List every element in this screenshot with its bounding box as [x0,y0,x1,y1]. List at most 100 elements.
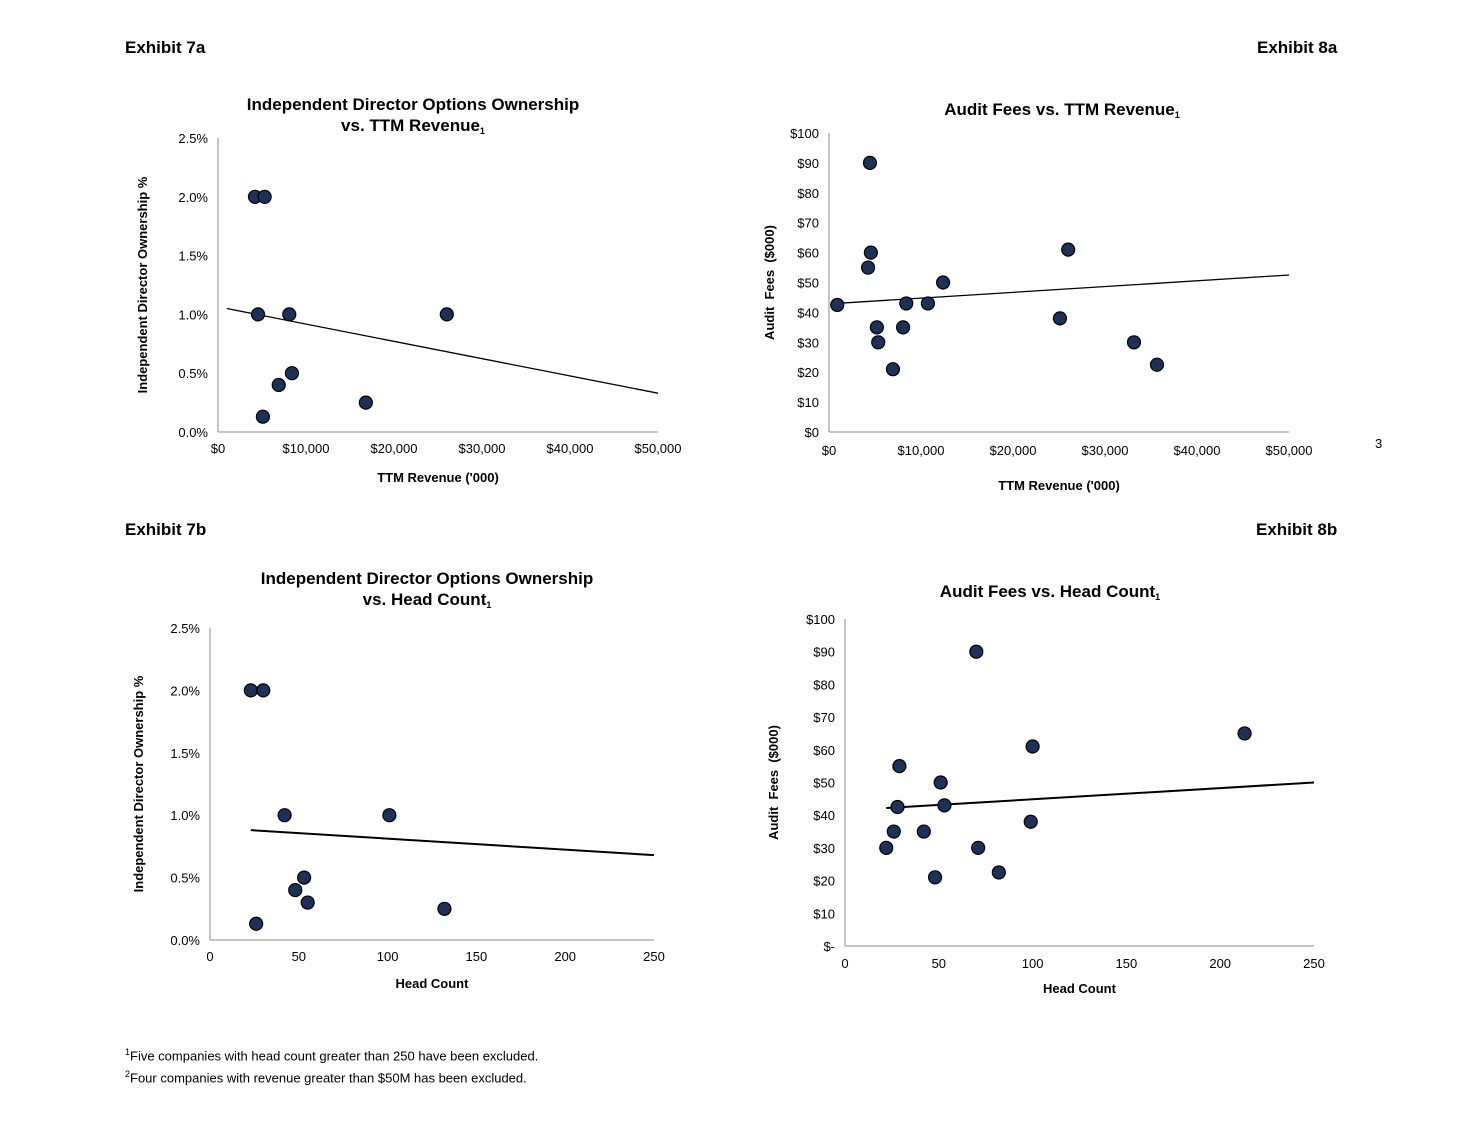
footnote-mark: 2 [125,1069,131,1079]
y-tick-label: $40 [813,808,835,823]
data-point [288,882,303,898]
y-tick-label: $- [823,939,835,954]
y-tick-label: $80 [797,186,819,201]
chart-title-line: vs. TTM Revenue [341,116,480,135]
data-point [937,798,952,813]
data-point [869,320,884,335]
y-tick-label: 1.0% [178,307,208,322]
x-tick-label: $50,000 [1266,443,1313,458]
data-point [250,307,266,322]
data-point [1052,311,1068,326]
x-tick-label: 50 [932,956,946,971]
x-tick-label: $10,000 [283,441,330,456]
x-tick-label: 100 [377,949,399,964]
y-tick-label: $40 [797,305,819,320]
chart-ownership-vs-revenue: Independent Director Options Ownership vs… [135,95,682,485]
data-point [284,366,300,381]
data-point [297,870,312,885]
data-point [282,307,297,322]
chart-title-line: Audit Fees vs. TTM Revenue [944,100,1175,119]
x-tick-label: 250 [643,949,665,964]
data-point [830,297,845,313]
chart-title-line: vs. Head Count [363,590,487,609]
exhibit-7b-label: Exhibit 7b [125,520,207,539]
x-axis-title: Head Count [1043,981,1117,996]
data-point [871,335,886,350]
data-point [885,362,901,377]
y-tick-label: 0.5% [170,871,200,886]
y-tick-label: 0.0% [178,425,208,440]
chart-title: Independent Director Options Ownership [261,569,593,588]
chart-title: vs. Head Count1 [363,590,492,610]
data-point [895,320,911,335]
y-tick-label: 2.0% [178,190,208,205]
y-tick-label: 0.5% [178,366,208,381]
x-tick-label: 100 [1022,956,1044,971]
data-point [437,901,452,916]
data-point [1023,814,1038,829]
y-tick-label: $70 [813,710,835,725]
exhibit-8b-label: Exhibit 8b [1256,520,1338,539]
x-tick-label: 150 [1116,956,1138,971]
data-point [256,683,271,698]
y-tick-label: 2.5% [170,621,200,636]
data-point [899,296,914,311]
title-footnote-mark: 1 [486,600,491,610]
data-point [886,824,901,839]
x-tick-label: $0 [211,441,225,456]
x-tick-label: $40,000 [547,441,594,456]
chart-title-line: Audit Fees vs. Head Count [940,582,1156,601]
chart-ownership-vs-headcount: Independent Director Options Ownership vs… [131,569,665,991]
page-number: 3 [1375,436,1383,451]
footnote-text: Five companies with head count greater t… [130,1048,539,1064]
y-tick-label: $100 [790,126,819,141]
y-tick-label: $10 [813,906,835,921]
data-point [890,799,905,815]
data-point [1061,242,1076,257]
data-point [1126,335,1142,350]
data-point [969,644,984,659]
trendline [226,307,659,394]
chart-title: Independent Director Options Ownership [247,95,579,114]
y-axis-title: Independent Director Ownership % [135,176,150,393]
x-tick-label: 200 [1209,956,1231,971]
trendline [250,829,655,857]
title-footnote-mark: 1 [1175,110,1180,120]
y-tick-label: $50 [797,276,819,291]
y-tick-label: $0 [805,425,819,440]
footnote-text: Four companies with revenue greater than… [130,1070,527,1086]
x-tick-label: $30,000 [1082,443,1129,458]
y-tick-label: $60 [797,246,819,261]
y-tick-label: 2.0% [170,683,200,698]
y-tick-label: $70 [797,216,819,231]
x-tick-label: 200 [554,949,576,964]
footnote-2: 2Four companies with revenue greater tha… [125,1069,527,1085]
x-tick-label: $20,000 [990,443,1037,458]
chart-audit-fees-vs-headcount: Audit Fees vs. Head Count1 0 50 100 150 200 25… [766,582,1325,996]
data-point [860,260,876,275]
y-tick-label: $50 [813,776,835,791]
data-point [1237,726,1252,741]
x-axis-title: TTM Revenue ('000) [377,470,499,485]
data-point [892,759,907,774]
x-tick-label: $20,000 [371,441,418,456]
x-tick-label: $40,000 [1174,443,1221,458]
y-tick-label: 1.5% [170,746,200,761]
data-point [300,895,315,910]
data-point [991,865,1006,880]
exhibit-7a-label: Exhibit 7a [125,38,206,57]
trendline [836,274,1290,305]
y-tick-label: $100 [806,612,835,627]
y-axis-title: Audit Fees ($000) [762,225,777,340]
data-point [862,155,878,170]
data-point [1149,357,1165,372]
chart-title: Audit Fees vs. TTM Revenue1 [944,100,1180,120]
data-point [249,916,264,931]
x-tick-label: $10,000 [898,443,945,458]
y-axis-title: Audit Fees ($000) [766,725,781,840]
x-tick-label: $30,000 [459,441,506,456]
y-tick-label: 1.0% [170,808,200,823]
exhibit-8a-label: Exhibit 8a [1257,38,1338,57]
x-tick-label: 250 [1303,956,1325,971]
y-tick-label: $90 [813,645,835,660]
